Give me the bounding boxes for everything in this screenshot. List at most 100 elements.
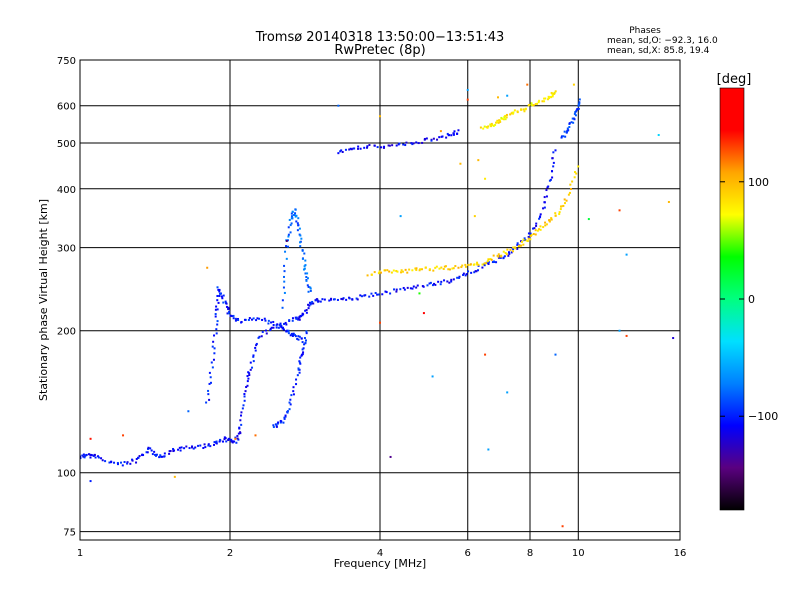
trace-point — [440, 280, 443, 283]
trace-point — [336, 298, 339, 301]
trace-point — [305, 276, 308, 279]
trace-point — [194, 446, 197, 449]
trace-point — [218, 288, 221, 291]
trace-point — [163, 452, 166, 455]
trace-point — [243, 399, 246, 402]
trace-point — [543, 97, 546, 100]
trace-point — [286, 410, 289, 413]
trace-point — [492, 124, 495, 127]
trace-point — [520, 244, 523, 247]
trace-point — [554, 90, 557, 93]
trace-point — [277, 326, 280, 329]
trace-point — [487, 261, 490, 264]
trace-point — [232, 317, 235, 320]
trace-point — [256, 317, 259, 320]
trace-point — [402, 143, 405, 146]
trace-point — [218, 440, 221, 443]
trace-point — [543, 206, 546, 209]
trace-point — [328, 299, 331, 302]
scatter-point — [506, 94, 509, 97]
trace-point — [276, 323, 279, 326]
trace-point — [150, 449, 153, 452]
trace-point — [542, 207, 545, 210]
trace-point — [452, 267, 455, 270]
trace-point — [438, 267, 441, 270]
trace-point — [94, 456, 97, 459]
trace-point — [444, 265, 447, 268]
trace-point — [511, 111, 514, 114]
trace-point — [261, 318, 264, 321]
trace-point — [532, 233, 535, 236]
trace-point — [215, 440, 218, 443]
trace-point — [208, 398, 211, 401]
trace-point — [286, 330, 289, 333]
trace-point — [424, 266, 427, 269]
trace-point — [207, 443, 210, 446]
trace-point — [548, 220, 551, 223]
trace-point — [536, 102, 539, 105]
trace-point — [356, 298, 359, 301]
trace-point — [298, 371, 301, 374]
trace-point — [301, 341, 304, 344]
trace-point — [289, 398, 292, 401]
trace-point — [509, 113, 512, 116]
scatter-point — [439, 130, 442, 133]
trace-point — [272, 424, 275, 427]
trace-point — [552, 161, 555, 164]
trace-point — [549, 95, 552, 98]
trace-point — [495, 121, 498, 124]
scatter-point — [234, 437, 237, 440]
trace-point — [280, 325, 283, 328]
trace-point — [168, 452, 171, 455]
trace-point — [551, 176, 554, 179]
trace-point — [489, 258, 492, 261]
trace-point — [412, 142, 415, 145]
y-tick-label: 75 — [63, 528, 76, 539]
trace-point — [255, 344, 258, 347]
trace-point — [272, 323, 275, 326]
trace-point — [305, 339, 308, 342]
trace-point — [450, 278, 453, 281]
trace — [80, 149, 557, 467]
trace-point — [450, 280, 453, 283]
trace-point — [269, 327, 272, 330]
trace-point — [222, 294, 225, 297]
trace-point — [505, 113, 508, 116]
trace-point — [215, 441, 218, 444]
trace-point — [476, 263, 479, 266]
trace-point — [487, 258, 490, 261]
scatter-point — [459, 162, 462, 165]
scatter-point — [399, 215, 402, 218]
trace-point — [237, 318, 240, 321]
trace-point — [116, 463, 119, 466]
trace-point — [207, 393, 210, 396]
trace-point — [410, 142, 413, 145]
trace-point — [290, 332, 293, 335]
trace-point — [83, 456, 86, 459]
trace-point — [507, 254, 510, 257]
trace-point — [486, 126, 489, 129]
trace-point — [252, 317, 255, 320]
trace-point — [81, 454, 84, 457]
trace-point — [145, 451, 148, 454]
trace-point — [350, 148, 353, 151]
trace-point — [428, 282, 431, 285]
trace-point — [473, 263, 476, 266]
trace-point — [275, 326, 278, 329]
trace-point — [215, 332, 218, 335]
plot-frame — [79, 59, 681, 541]
phases-o-stats: mean, sd,O: −92.3, 16.0 — [607, 36, 718, 46]
trace-point — [232, 314, 235, 317]
scatter-point — [122, 434, 125, 437]
trace-point — [477, 269, 480, 272]
trace-point — [554, 214, 557, 217]
trace-point — [539, 213, 542, 216]
trace-point — [321, 298, 324, 301]
trace-point — [291, 317, 294, 320]
trace-point — [222, 440, 225, 443]
trace-point — [481, 266, 484, 269]
trace-point — [570, 121, 573, 124]
trace-point — [538, 99, 541, 102]
trace-point — [304, 341, 307, 344]
trace-point — [447, 268, 450, 271]
